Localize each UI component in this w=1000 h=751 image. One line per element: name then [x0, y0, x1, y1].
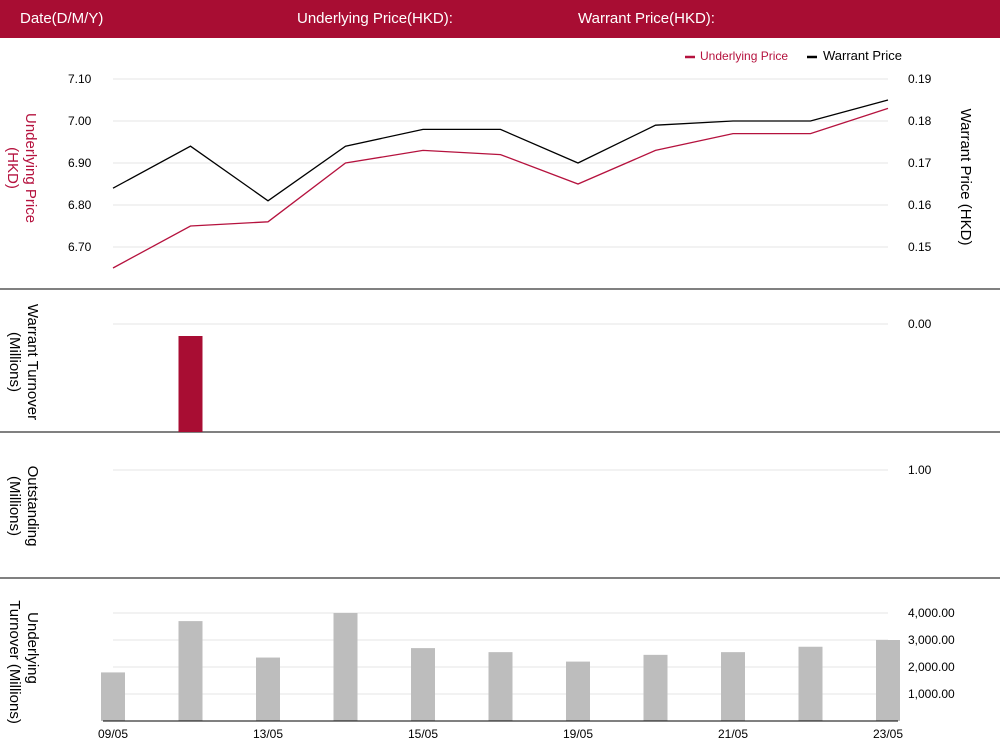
- legend-underlying-label: Underlying Price: [700, 49, 788, 63]
- x-tick-label: 15/05: [408, 727, 438, 741]
- underlying-turnover-bar: [721, 652, 745, 721]
- x-tick-label: 19/05: [563, 727, 593, 741]
- warrant-turnover-bar: [178, 336, 203, 432]
- y-left-tick-label: 6.80: [68, 198, 92, 212]
- underlying-turnover-axis-unit: Turnover (Millions): [6, 600, 23, 724]
- y-right-tick-label: 0.18: [908, 114, 932, 128]
- y-left-tick-label: 6.70: [68, 240, 92, 254]
- x-tick-label: 13/05: [253, 727, 283, 741]
- underlying-turnover-bar: [566, 661, 590, 721]
- warrant-price-line: [112, 99, 889, 202]
- warrant-price-label: Warrant Price(HKD):: [578, 10, 715, 27]
- y-right-tick-label: 0.16: [908, 198, 932, 212]
- underlying-turnover-bar: [876, 640, 900, 721]
- underlying-turnover-bar: [101, 672, 125, 721]
- y-tick-label: 1.00: [908, 463, 932, 477]
- warrant-turnover-axis-unit: (Millions): [6, 332, 23, 392]
- y-left-tick-label: 6.90: [68, 156, 92, 170]
- legend-warrant-label: Warrant Price: [823, 48, 902, 63]
- x-tick-label: 09/05: [98, 727, 128, 741]
- header-bar: Date(D/M/Y) Underlying Price(HKD): Warra…: [0, 0, 1000, 38]
- y-tick-label: 4,000.00: [908, 606, 955, 620]
- underlying-price-line: [112, 107, 889, 269]
- underlying-turnover-bar: [178, 621, 203, 721]
- y-right-axis-title: Warrant Price (HKD): [957, 109, 974, 246]
- y-right-tick-label: 0.17: [908, 156, 932, 170]
- y-tick-label: 2,000.00: [908, 660, 955, 674]
- warrant-turnover-axis-title: Warrant Turnover: [24, 304, 41, 420]
- y-right-tick-label: 0.19: [908, 72, 932, 86]
- x-tick-label: 21/05: [718, 727, 748, 741]
- underlying-price-label: Underlying Price(HKD):: [297, 10, 453, 27]
- date-label: Date(D/M/Y): [20, 10, 104, 27]
- x-tick-label: 23/05: [873, 727, 903, 741]
- y-tick-label: 3,000.00: [908, 633, 955, 647]
- underlying-turnover-bar: [488, 652, 513, 721]
- underlying-turnover-axis-title: Underlying: [24, 612, 41, 684]
- underlying-turnover-bar: [798, 646, 823, 721]
- outstanding-axis-unit: (Millions): [6, 476, 23, 536]
- y-tick-label: 0.00: [908, 317, 932, 331]
- y-left-tick-label: 7.10: [68, 72, 92, 86]
- chart-area: 6.70 6.80 6.90 7.00 7.10 0.15 0.16 0.17 0.18 0.19…: [0, 48, 1000, 741]
- underlying-turnover-bar: [411, 648, 435, 721]
- underlying-turnover-bar: [333, 613, 358, 721]
- underlying-turnover-bar: [256, 657, 280, 721]
- y-right-tick-label: 0.15: [908, 240, 932, 254]
- y-left-axis-title-unit: (HKD): [4, 147, 21, 189]
- outstanding-axis-title: Outstanding: [24, 466, 41, 547]
- y-left-axis-title: Underlying Price: [22, 113, 39, 223]
- underlying-turnover-bar: [643, 654, 668, 721]
- y-left-tick-label: 7.00: [68, 114, 92, 128]
- y-tick-label: 1,000.00: [908, 687, 955, 701]
